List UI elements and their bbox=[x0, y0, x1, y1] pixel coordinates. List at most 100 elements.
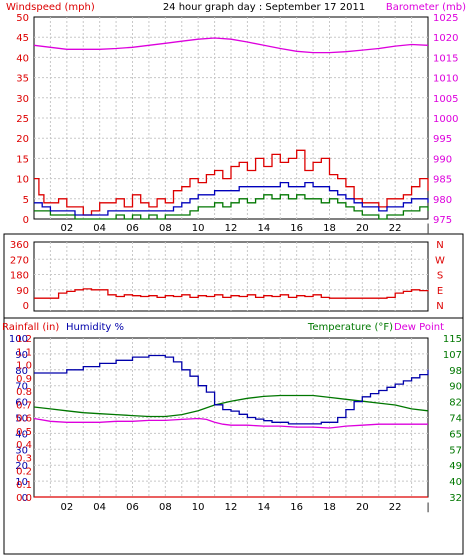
humidity-y-tick: 40 bbox=[15, 429, 28, 440]
humidity-y-tick: 100 bbox=[9, 334, 28, 345]
x-tick-label: | bbox=[426, 502, 429, 513]
rain-y-tick: 0.9 bbox=[16, 374, 32, 385]
rain-y-tick: 0.5 bbox=[16, 427, 32, 438]
direction-y-tick: 360 bbox=[10, 240, 29, 251]
tick-labels: 02 04 06 08 10 12 14 16 18 20 22 | 02 04 06 08 10 12 14 16 1… bbox=[9, 13, 462, 513]
x-tick-label: 16 bbox=[290, 223, 303, 234]
temperature-y-tick: 49 bbox=[449, 461, 462, 472]
barometer-y-tick: 1015 bbox=[433, 53, 458, 64]
wind-y-tick: 25 bbox=[16, 114, 29, 125]
wind-gust-line bbox=[34, 194, 429, 220]
barometer-y-tick: 995 bbox=[433, 134, 452, 145]
wind-y-tick: 30 bbox=[16, 94, 29, 105]
rain-y-tick: 0.1 bbox=[16, 480, 32, 491]
x-tick-label: 10 bbox=[192, 223, 205, 234]
x-tick-label: 18 bbox=[323, 223, 336, 234]
barometer-y-tick: 1000 bbox=[433, 114, 458, 125]
rain-y-tick: 0.0 bbox=[16, 493, 32, 504]
temperature-axis-label: Temperature (°F) bbox=[307, 322, 393, 333]
wind-y-tick: 40 bbox=[16, 53, 29, 64]
wind-y-tick: 50 bbox=[16, 13, 29, 24]
wind-y-tick: 15 bbox=[16, 154, 29, 165]
barometer-y-tick: 1020 bbox=[433, 33, 458, 44]
direction-y-tick: 90 bbox=[16, 286, 29, 297]
x-tick-label: 08 bbox=[159, 223, 172, 234]
dewpoint-axis-label: Dew Point bbox=[394, 322, 444, 333]
humidity-line bbox=[34, 354, 429, 425]
rainfall-axis-label: Rainfall (in) bbox=[2, 322, 59, 333]
rain-y-tick: 0.4 bbox=[16, 440, 32, 451]
barometer-y-tick: 1025 bbox=[433, 13, 458, 24]
x-tick-label: 20 bbox=[356, 502, 369, 513]
temperature-y-tick: 82 bbox=[449, 398, 462, 409]
temperature-y-tick: 32 bbox=[449, 493, 462, 504]
compass-tick: W bbox=[435, 255, 445, 266]
x-tick-label: | bbox=[426, 223, 429, 234]
rain-y-tick: 0.8 bbox=[16, 387, 32, 398]
wind-y-tick: 10 bbox=[16, 175, 29, 186]
humidity-y-tick: 20 bbox=[15, 461, 28, 472]
wind-avg-line bbox=[34, 181, 429, 216]
x-tick-label: 02 bbox=[60, 502, 73, 513]
x-tick-label: 10 bbox=[192, 502, 205, 513]
x-tick-label: 14 bbox=[257, 502, 270, 513]
temperature-y-tick: 57 bbox=[449, 445, 462, 456]
x-tick-label: 22 bbox=[389, 502, 402, 513]
humidity-y-tick: 0 bbox=[22, 493, 28, 504]
barometer-y-tick: 980 bbox=[433, 195, 452, 206]
rain-y-tick: 1.2 bbox=[16, 334, 32, 345]
barometer-y-tick: 990 bbox=[433, 154, 452, 165]
x-tick-label: 02 bbox=[60, 223, 73, 234]
direction-y-tick: 180 bbox=[10, 271, 29, 282]
rain-y-tick: 0.3 bbox=[16, 453, 32, 464]
temperature-y-tick: 98 bbox=[449, 366, 462, 377]
temperature-y-tick: 90 bbox=[449, 382, 462, 393]
compass-tick: E bbox=[437, 286, 443, 297]
x-tick-label: 16 bbox=[290, 502, 303, 513]
x-tick-label: 06 bbox=[126, 223, 139, 234]
wind-y-tick: 20 bbox=[16, 134, 29, 145]
x-tick-label: 12 bbox=[225, 502, 238, 513]
windspeed-axis-label: Windspeed (mph) bbox=[6, 2, 95, 13]
direction-panel-frame bbox=[33, 241, 429, 312]
humidity-y-tick: 90 bbox=[15, 350, 28, 361]
wind-max-line bbox=[34, 149, 429, 216]
temperature-y-tick: 107 bbox=[443, 350, 462, 361]
temperature-y-tick: 65 bbox=[449, 429, 462, 440]
humidity-y-tick: 80 bbox=[15, 366, 28, 377]
x-tick-label: 04 bbox=[93, 502, 106, 513]
direction-panel-border bbox=[3, 233, 464, 319]
rain-y-tick: 0.2 bbox=[16, 467, 32, 478]
barometer-y-tick: 985 bbox=[433, 175, 452, 186]
barometer-axis-label: Barometer (mb) bbox=[386, 2, 466, 13]
compass-tick: N bbox=[436, 240, 443, 251]
wind-y-tick: 35 bbox=[16, 74, 29, 85]
barometer-y-tick: 1010 bbox=[433, 74, 458, 85]
wind-y-tick: 0 bbox=[23, 215, 29, 226]
rain-y-tick: 0.7 bbox=[16, 400, 32, 411]
humidity-y-tick: 70 bbox=[15, 382, 28, 393]
x-tick-label: 18 bbox=[323, 502, 336, 513]
direction-y-tick: 0 bbox=[23, 301, 29, 312]
humidity-y-tick: 10 bbox=[15, 477, 28, 488]
wind-y-tick: 5 bbox=[23, 195, 29, 206]
x-tick-label: 12 bbox=[225, 223, 238, 234]
humidity-axis-label: Humidity % bbox=[66, 322, 124, 333]
temperature-y-tick: 40 bbox=[449, 477, 462, 488]
barometer-y-tick: 975 bbox=[433, 215, 452, 226]
dewpoint-line bbox=[33, 417, 428, 429]
x-tick-label: 08 bbox=[159, 502, 172, 513]
compass-tick: N bbox=[436, 301, 443, 312]
rain-y-tick: 1.0 bbox=[16, 361, 32, 372]
page-title: 24 hour graph day : September 17 2011 bbox=[163, 2, 365, 13]
x-tick-label: 06 bbox=[126, 502, 139, 513]
barometer-y-tick: 1005 bbox=[433, 94, 458, 105]
barometer-line bbox=[33, 37, 429, 54]
x-tick-label: 14 bbox=[257, 223, 270, 234]
temperature-y-tick: 74 bbox=[449, 414, 462, 425]
climate-panel-border bbox=[3, 317, 464, 555]
x-tick-label: 20 bbox=[356, 223, 369, 234]
rain-y-tick: 1.1 bbox=[16, 347, 32, 358]
